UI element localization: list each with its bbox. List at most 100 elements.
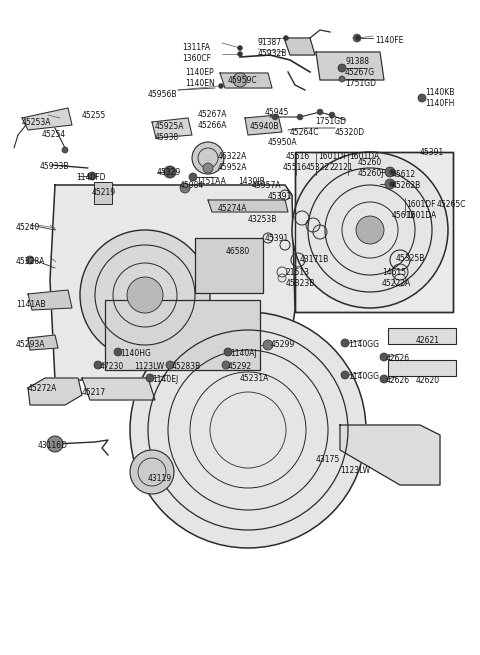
Circle shape bbox=[272, 114, 278, 120]
Bar bbox=[388, 360, 456, 376]
Circle shape bbox=[192, 142, 224, 174]
Bar bbox=[105, 300, 260, 370]
Text: 45612: 45612 bbox=[392, 170, 416, 179]
Circle shape bbox=[164, 166, 176, 178]
Polygon shape bbox=[28, 378, 82, 405]
Circle shape bbox=[238, 45, 242, 50]
Text: 42626: 42626 bbox=[386, 354, 410, 363]
Circle shape bbox=[222, 361, 230, 369]
Circle shape bbox=[418, 94, 426, 102]
Polygon shape bbox=[22, 108, 72, 130]
Text: 45265C: 45265C bbox=[437, 200, 467, 209]
Text: 45260J: 45260J bbox=[358, 169, 384, 178]
Text: 1151AA: 1151AA bbox=[196, 177, 226, 186]
Text: 45260: 45260 bbox=[358, 158, 382, 167]
Polygon shape bbox=[316, 52, 384, 80]
Text: 43253B: 43253B bbox=[248, 215, 277, 224]
Text: 45328A: 45328A bbox=[16, 257, 46, 266]
Text: 43171B: 43171B bbox=[300, 255, 329, 264]
Text: 1123LW: 1123LW bbox=[134, 362, 164, 371]
Text: 45391: 45391 bbox=[265, 234, 289, 243]
Circle shape bbox=[385, 179, 395, 189]
Text: 45391: 45391 bbox=[420, 148, 444, 157]
Text: 45938: 45938 bbox=[155, 133, 179, 142]
Text: 1140HG: 1140HG bbox=[120, 349, 151, 358]
Circle shape bbox=[88, 172, 96, 180]
Text: 1601DF: 1601DF bbox=[318, 152, 348, 161]
Text: 45219: 45219 bbox=[92, 188, 116, 197]
Text: 45283B: 45283B bbox=[172, 362, 201, 371]
Text: 45957A: 45957A bbox=[252, 181, 282, 190]
Circle shape bbox=[389, 170, 395, 174]
Circle shape bbox=[292, 152, 448, 308]
Text: 45984: 45984 bbox=[180, 181, 204, 190]
Text: 1140AJ: 1140AJ bbox=[230, 349, 257, 358]
Text: 1140EN: 1140EN bbox=[185, 79, 215, 88]
Text: 1140FD: 1140FD bbox=[76, 173, 106, 182]
Text: 45516: 45516 bbox=[286, 152, 310, 161]
Text: 45254: 45254 bbox=[42, 130, 66, 139]
Text: 1140FH: 1140FH bbox=[425, 99, 455, 108]
Bar bbox=[195, 238, 263, 293]
Circle shape bbox=[339, 76, 345, 82]
Text: 45299: 45299 bbox=[271, 340, 295, 349]
Text: 47230: 47230 bbox=[100, 362, 124, 371]
Polygon shape bbox=[28, 290, 72, 310]
Text: 45933B: 45933B bbox=[40, 162, 70, 171]
Text: 45253A: 45253A bbox=[22, 118, 51, 127]
Text: 1123LW: 1123LW bbox=[340, 466, 370, 475]
Text: 45267G: 45267G bbox=[345, 68, 375, 77]
Text: 1140EJ: 1140EJ bbox=[152, 375, 178, 384]
Circle shape bbox=[341, 371, 349, 379]
Text: 1601DA: 1601DA bbox=[406, 211, 436, 220]
Circle shape bbox=[146, 374, 154, 382]
Polygon shape bbox=[340, 425, 440, 485]
Text: 1140GG: 1140GG bbox=[348, 340, 379, 349]
Text: 1140FE: 1140FE bbox=[375, 36, 403, 45]
Circle shape bbox=[356, 35, 360, 41]
Text: 43175: 43175 bbox=[316, 455, 340, 464]
Circle shape bbox=[180, 183, 190, 193]
Circle shape bbox=[317, 109, 323, 115]
Text: 91388: 91388 bbox=[345, 57, 369, 66]
Text: 21513: 21513 bbox=[286, 268, 310, 277]
Circle shape bbox=[26, 256, 34, 264]
Text: 14615: 14615 bbox=[382, 268, 406, 277]
Text: 42620: 42620 bbox=[416, 376, 440, 385]
Text: 1360CF: 1360CF bbox=[182, 54, 211, 63]
Text: 45320D: 45320D bbox=[335, 128, 365, 137]
Circle shape bbox=[297, 114, 303, 120]
Circle shape bbox=[114, 348, 122, 356]
Circle shape bbox=[385, 167, 395, 177]
Text: 42626: 42626 bbox=[386, 376, 410, 385]
Text: 1751GD: 1751GD bbox=[315, 117, 346, 126]
Text: 43119: 43119 bbox=[148, 474, 172, 483]
Text: 45952A: 45952A bbox=[218, 163, 248, 172]
Text: 1601DA: 1601DA bbox=[349, 152, 379, 161]
Text: 45217: 45217 bbox=[82, 388, 106, 397]
Circle shape bbox=[284, 35, 288, 41]
Text: 1140KB: 1140KB bbox=[425, 88, 455, 97]
Polygon shape bbox=[220, 73, 272, 88]
Circle shape bbox=[130, 450, 174, 494]
Text: 1751GD: 1751GD bbox=[345, 79, 376, 88]
Circle shape bbox=[329, 112, 335, 118]
Circle shape bbox=[380, 353, 388, 361]
Circle shape bbox=[80, 230, 210, 360]
Circle shape bbox=[338, 64, 346, 72]
Text: 1140GG: 1140GG bbox=[348, 372, 379, 381]
Text: 45329: 45329 bbox=[157, 168, 181, 177]
Circle shape bbox=[341, 339, 349, 347]
Circle shape bbox=[263, 340, 273, 350]
Bar bbox=[388, 328, 456, 344]
Text: 45293A: 45293A bbox=[16, 340, 46, 349]
Text: 45945: 45945 bbox=[265, 108, 289, 117]
Text: 45325B: 45325B bbox=[396, 254, 425, 263]
Circle shape bbox=[203, 163, 213, 173]
Circle shape bbox=[224, 348, 232, 356]
Bar bbox=[94, 182, 112, 204]
Circle shape bbox=[130, 312, 366, 548]
Text: 45391: 45391 bbox=[268, 192, 292, 201]
Circle shape bbox=[47, 436, 63, 452]
Bar bbox=[295, 152, 453, 312]
